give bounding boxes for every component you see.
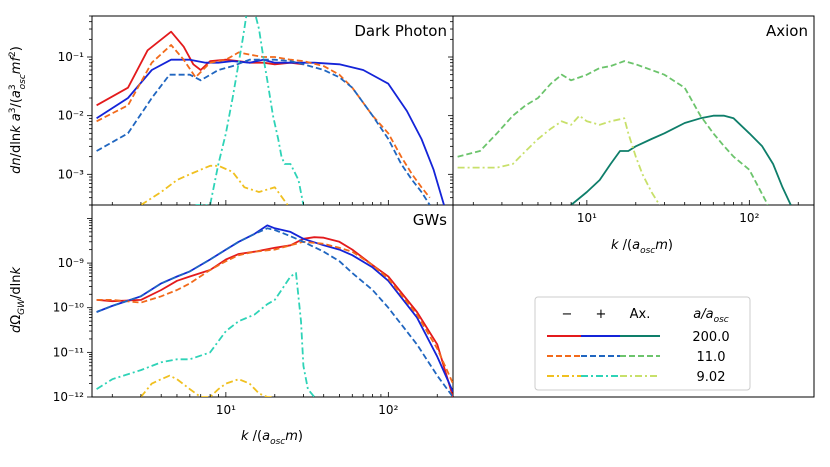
series-line-top-left-4 [140, 164, 289, 205]
series-line-top-right-2 [457, 114, 661, 205]
series-line-top-left-2 [96, 44, 431, 199]
panel-frame-top-right [452, 15, 815, 206]
x-tick-label: 10¹ [577, 211, 597, 225]
ylabel-top-left: dn/dlnk a3/(a3oscmf2) [8, 46, 28, 174]
panel-frame-bottom-left [91, 204, 454, 398]
xlabel-top-right: k /(aoscm) [611, 238, 673, 256]
series-line-bottom-left-0 [96, 236, 453, 397]
series-line-top-left-0 [96, 30, 304, 107]
series-line-bottom-left-1 [96, 224, 453, 393]
legend-row-label: 200.0 [692, 330, 729, 345]
panel-title-top-right: Axion [766, 22, 808, 40]
series-group-top-right [457, 60, 792, 205]
legend-box [534, 296, 751, 391]
legend-header: Ax. [630, 307, 651, 322]
y-tick-label: 10⁻¹ [58, 50, 85, 64]
series-line-top-left-1 [96, 58, 445, 205]
series-line-top-right-1 [457, 60, 769, 205]
series-line-bottom-left-4 [140, 374, 275, 397]
legend-header: + [596, 307, 607, 322]
y-tick-label: 10⁻² [58, 109, 85, 123]
panel-title-top-left: Dark Photon [354, 22, 447, 40]
series-group-bottom-left [96, 224, 453, 397]
series-line-top-left-5 [195, 16, 305, 205]
series-line-top-right-0 [570, 114, 792, 205]
x-tick-label: 10² [739, 211, 759, 225]
x-tick-label: 10¹ [216, 403, 236, 417]
legend-row-label: 11.0 [697, 350, 726, 365]
series-line-bottom-left-2 [96, 240, 453, 384]
panel-title-bottom-left: GWs [413, 211, 447, 229]
xlabel-bottom-left: k /(aoscm) [241, 429, 303, 447]
series-line-bottom-left-3 [96, 227, 453, 397]
y-tick-label: 10⁻⁹ [58, 256, 85, 270]
x-tick-label: 10² [378, 403, 398, 417]
y-tick-label: 10⁻³ [58, 167, 85, 181]
series-line-bottom-left-5 [96, 272, 315, 397]
series-line-top-left-3 [96, 58, 431, 205]
legend-header: − [562, 307, 573, 322]
legend: − + Ax. a/aosc 200.0 11.0 9.02 [534, 296, 751, 391]
y-tick-label: 10⁻¹² [53, 390, 84, 404]
y-tick-label: 10⁻¹⁰ [53, 301, 84, 315]
y-tick-label: 10⁻¹¹ [53, 345, 84, 359]
legend-row-label: 9.02 [697, 370, 726, 385]
series-group-top-left [96, 16, 445, 205]
legend-header: a/aosc [693, 307, 729, 325]
ylabel-bottom-left: dΩGW/dlnk [9, 266, 27, 333]
